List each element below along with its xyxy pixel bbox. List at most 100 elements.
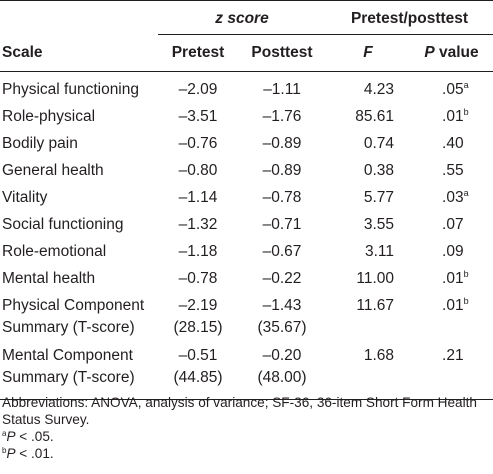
cell-p-value: .01b bbox=[410, 268, 493, 295]
cell-pretest: –3.51 bbox=[158, 106, 238, 133]
table-row: Mental health –0.78 –0.22 11.00 .01b bbox=[0, 268, 493, 295]
p-value-text: .09 bbox=[442, 243, 464, 260]
cell-pretest-line: –0.76 bbox=[178, 135, 218, 152]
cell-posttest-line: –0.67 bbox=[262, 243, 302, 260]
column-header-p-value: P value bbox=[410, 35, 493, 72]
column-header-scale: Scale bbox=[2, 43, 43, 61]
abbreviations-note: Abbreviations: ANOVA, analysis of varian… bbox=[2, 395, 477, 427]
cell-scale: Role-physical bbox=[0, 106, 158, 133]
cell-posttest-line: –1.43 bbox=[262, 297, 302, 314]
p-value-text: .40 bbox=[442, 135, 464, 152]
cell-pretest: –0.78 bbox=[158, 268, 238, 295]
p-value-text: .07 bbox=[442, 216, 464, 233]
group-header-spacer bbox=[0, 1, 158, 35]
cell-pretest: –2.09 bbox=[158, 72, 238, 107]
cell-posttest: –0.89 bbox=[238, 133, 326, 160]
footnote-a-text: < .05. bbox=[15, 429, 54, 444]
cell-f: 3.11 bbox=[364, 243, 395, 260]
cell-pretest: –2.19 (28.15) bbox=[158, 295, 238, 345]
p-value-footnote-mark: b bbox=[463, 296, 469, 306]
table-row: Social functioning –1.32 –0.71 3.55 .07 bbox=[0, 214, 493, 241]
cell-pretest-line: (44.85) bbox=[173, 369, 223, 386]
p-value-footnote-mark: b bbox=[463, 269, 469, 279]
results-table: z score Pretest/posttest Scale Pretest P… bbox=[0, 0, 493, 400]
cell-pretest: –1.14 bbox=[158, 187, 238, 214]
cell-p-value: .40 bbox=[410, 133, 493, 160]
cell-scale-line: Summary (T-score) bbox=[2, 319, 135, 336]
footnote-b: bP < .01. bbox=[2, 445, 490, 462]
cell-f: 4.23 bbox=[363, 81, 395, 98]
cell-scale-line: General health bbox=[2, 162, 104, 179]
p-value-text: .01 bbox=[442, 108, 464, 125]
cell-posttest: –0.67 bbox=[238, 241, 326, 268]
table-row: General health –0.80 –0.89 0.38 .55 bbox=[0, 160, 493, 187]
cell-scale: General health bbox=[0, 160, 158, 187]
cell-posttest: –1.11 bbox=[238, 72, 326, 107]
cell-p-value: .01b bbox=[410, 106, 493, 133]
cell-posttest: –0.22 bbox=[238, 268, 326, 295]
cell-pretest-line: –1.18 bbox=[178, 243, 218, 260]
cell-pretest: –1.32 bbox=[158, 214, 238, 241]
cell-scale-line: Physical Component bbox=[2, 297, 145, 314]
cell-p-value: .01b bbox=[410, 295, 493, 345]
cell-scale-line: Summary (T-score) bbox=[2, 369, 135, 386]
cell-scale: Physical functioning bbox=[0, 72, 158, 107]
table-row: Vitality –1.14 –0.78 5.77 .03a bbox=[0, 187, 493, 214]
cell-posttest: –1.43 (35.67) bbox=[238, 295, 326, 345]
footnote-b-text: < .01. bbox=[15, 446, 54, 461]
table-body: Physical functioning –2.09 –1.11 4.23.05a Ro… bbox=[0, 72, 493, 400]
cell-f: 85.61 bbox=[355, 108, 395, 125]
cell-scale: Mental Component Summary (T-score) bbox=[0, 345, 158, 400]
cell-f: 11.00 bbox=[356, 270, 395, 287]
cell-pretest-line: –2.09 bbox=[178, 81, 218, 98]
p-value-footnote-mark: a bbox=[463, 80, 469, 90]
cell-posttest-line: –1.76 bbox=[262, 108, 302, 125]
cell-scale: Bodily pain bbox=[0, 133, 158, 160]
cell-p-value: .07 bbox=[410, 214, 493, 241]
cell-pretest: –0.76 bbox=[158, 133, 238, 160]
table-row: Role-physical –3.51 –1.76 85.61 .01b bbox=[0, 106, 493, 133]
cell-posttest-line: –0.89 bbox=[262, 135, 302, 152]
p-value-footnote-mark: b bbox=[463, 107, 469, 117]
column-header-posttest: Posttest bbox=[251, 44, 313, 61]
cell-posttest: –0.78 bbox=[238, 187, 326, 214]
cell-posttest-line: –0.20 bbox=[262, 347, 302, 364]
cell-f: 11.67 bbox=[356, 297, 395, 314]
footnote-b-p: P bbox=[6, 446, 16, 461]
group-header-z-score: z score bbox=[158, 0, 327, 35]
cell-scale-line: Social functioning bbox=[2, 216, 124, 233]
footnote-a-p: P bbox=[6, 429, 16, 444]
cell-p-value: .21 bbox=[410, 345, 493, 400]
cell-pretest-line: –3.51 bbox=[178, 108, 218, 125]
cell-f: 3.55 bbox=[363, 216, 395, 233]
column-header-row: Scale Pretest Posttest F P value bbox=[0, 35, 493, 72]
cell-scale-line: Mental health bbox=[2, 270, 96, 287]
value-label: value bbox=[434, 44, 479, 61]
cell-p-value: .03a bbox=[410, 187, 493, 214]
cell-p-value: .55 bbox=[410, 160, 493, 187]
cell-f: 1.68 bbox=[363, 347, 395, 364]
cell-posttest: –1.76 bbox=[238, 106, 326, 133]
table-row: Bodily pain –0.76 –0.89 0.74 .40 bbox=[0, 133, 493, 160]
cell-f: 0.74 bbox=[363, 135, 395, 152]
p-value-text: .05 bbox=[442, 81, 464, 98]
cell-posttest-line: –0.71 bbox=[262, 216, 302, 233]
cell-p-value: .05a bbox=[410, 72, 493, 107]
cell-pretest: –1.18 bbox=[158, 241, 238, 268]
cell-scale: Social functioning bbox=[0, 214, 158, 241]
cell-pretest-line: –0.78 bbox=[178, 270, 218, 287]
cell-posttest-line: –1.11 bbox=[263, 81, 301, 98]
table-row: Role-emotional –1.18 –0.67 3.11 .09 bbox=[0, 241, 493, 268]
cell-scale-line: Role-physical bbox=[2, 108, 96, 125]
p-value-text: .21 bbox=[442, 347, 464, 364]
table-row: Physical functioning –2.09 –1.11 4.23 .05a bbox=[0, 72, 493, 107]
cell-scale: Role-emotional bbox=[0, 241, 158, 268]
cell-scale: Vitality bbox=[0, 187, 158, 214]
footnote-b-mark: b bbox=[2, 446, 7, 455]
table-row: Physical Component Summary (T-score) –2.19… bbox=[0, 295, 493, 345]
table-notes: Abbreviations: ANOVA, analysis of varian… bbox=[2, 394, 490, 462]
cell-pretest: –0.80 bbox=[158, 160, 238, 187]
cell-f: 0.38 bbox=[363, 162, 395, 179]
cell-scale: Mental health bbox=[0, 268, 158, 295]
cell-pretest-line: –2.19 bbox=[178, 297, 218, 314]
